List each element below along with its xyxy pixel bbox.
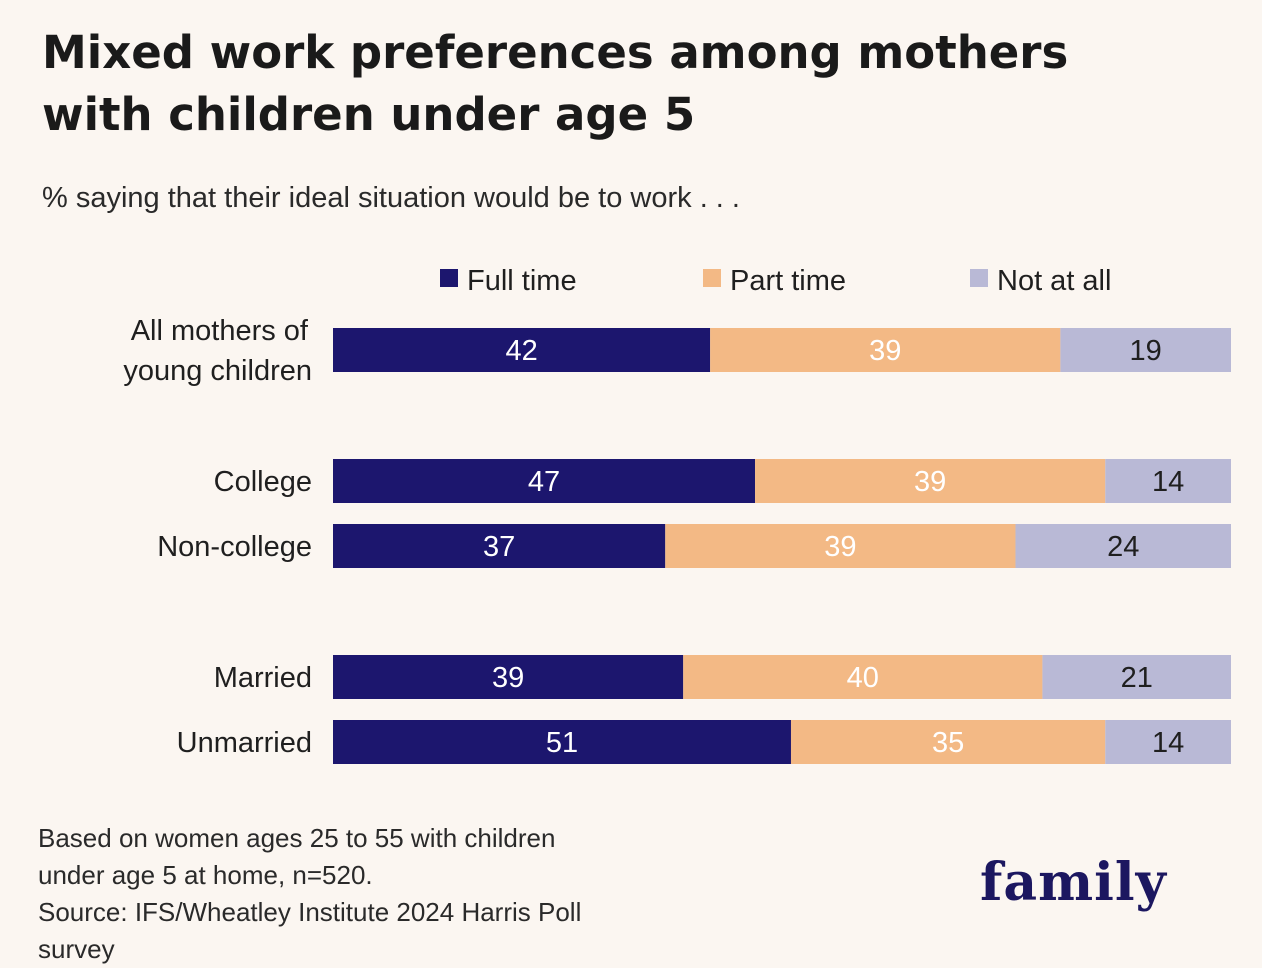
bar-unmarried-part-time: [790, 720, 1106, 764]
value-label-all-mothers-of-young-children-not-at-all: 19: [1130, 335, 1162, 367]
bar-unmarried-full-time: [333, 720, 791, 764]
value-label-non-college-part-time: 39: [824, 531, 856, 563]
value-label-unmarried-not-at-all: 14: [1152, 727, 1184, 759]
bar-married-full-time: [333, 655, 684, 699]
legend-swatch-full-time: [440, 269, 458, 287]
bar-non-college-part-time: [665, 524, 1016, 568]
bar-married-part-time: [683, 655, 1043, 699]
value-label-non-college-not-at-all: 24: [1107, 531, 1139, 563]
bar-unmarried-not-at-all: [1105, 720, 1231, 764]
bar-married-not-at-all: [1042, 655, 1231, 699]
legend-swatch-not-at-all: [970, 269, 988, 287]
bar-all-mothers-of-young-children-not-at-all: [1060, 328, 1231, 372]
value-label-unmarried-part-time: 35: [932, 727, 964, 759]
bar-college-full-time: [333, 459, 756, 503]
category-label-college: College: [214, 466, 312, 498]
value-label-married-full-time: 39: [492, 662, 524, 694]
chart-title: Mixed work preferences among mothers wit…: [42, 26, 1069, 141]
value-label-all-mothers-of-young-children-part-time: 39: [869, 335, 901, 367]
value-label-college-not-at-all: 14: [1152, 466, 1184, 498]
value-label-all-mothers-of-young-children-full-time: 42: [505, 335, 537, 367]
value-label-married-not-at-all: 21: [1121, 662, 1153, 694]
footnote-line-1: Based on women ages 25 to 55 with childr…: [38, 823, 556, 853]
legend-label-not-at-all: Not at all: [997, 265, 1111, 297]
chart-subtitle: % saying that their ideal situation woul…: [42, 182, 740, 214]
category-label-non-college: Non-college: [157, 531, 312, 563]
category-label-unmarried: Unmarried: [177, 727, 312, 759]
footnote-line-3: Source: IFS/Wheatley Institute 2024 Harr…: [38, 897, 582, 964]
footnote-line-2: under age 5 at home, n=520.: [38, 860, 373, 890]
value-label-married-part-time: 40: [847, 662, 879, 694]
bar-all-mothers-of-young-children-part-time: [710, 328, 1061, 372]
stacked-bar-chart: Full time Part time Not at all All mothers …: [123, 265, 1231, 764]
category-label-all-mothers-of-young-children: All mothers of young children: [123, 315, 312, 387]
value-label-college-full-time: 47: [528, 466, 560, 498]
brand-logo: family: [980, 852, 1167, 913]
bar-non-college-not-at-all: [1015, 524, 1231, 568]
legend-label-full-time: Full time: [467, 265, 577, 297]
bar-college-part-time: [755, 459, 1106, 503]
bar-non-college-full-time: [333, 524, 666, 568]
value-label-college-part-time: 39: [914, 466, 946, 498]
category-label-married: Married: [214, 662, 312, 694]
bar-all-mothers-of-young-children-full-time: [333, 328, 711, 372]
value-label-unmarried-full-time: 51: [546, 727, 578, 759]
bar-college-not-at-all: [1105, 459, 1231, 503]
value-label-non-college-full-time: 37: [483, 531, 515, 563]
legend-label-part-time: Part time: [730, 265, 846, 297]
footnote: Based on women ages 25 to 55 with childr…: [38, 820, 658, 968]
legend-swatch-part-time: [703, 269, 721, 287]
